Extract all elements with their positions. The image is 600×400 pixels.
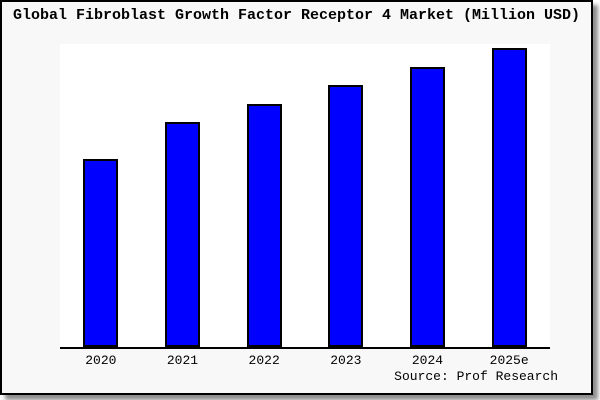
bar-2023 (328, 85, 364, 347)
bar-2024 (410, 67, 445, 347)
x-tick-label-2022: 2022 (248, 353, 280, 368)
x-tick-label-2020: 2020 (85, 353, 117, 368)
plot-area (60, 44, 550, 349)
bar-2022 (246, 104, 282, 347)
x-tick-label-2021: 2021 (166, 353, 199, 368)
source-note: Source: Prof Research (394, 369, 558, 384)
x-axis-tick-row: 2020 2021 2022 2023 2024 2025e (60, 353, 550, 368)
x-tick-label-2024: 2024 (411, 353, 444, 368)
chart-frame: Global Fibroblast Growth Factor Receptor… (0, 0, 593, 395)
x-tick-label-2025e: 2025e (489, 353, 529, 368)
chart-title: Global Fibroblast Growth Factor Receptor… (12, 7, 581, 24)
x-tick-label-2023: 2023 (330, 353, 362, 368)
bar-2021 (165, 122, 200, 347)
bar-2020 (83, 159, 119, 347)
bar-2025e (491, 48, 527, 347)
